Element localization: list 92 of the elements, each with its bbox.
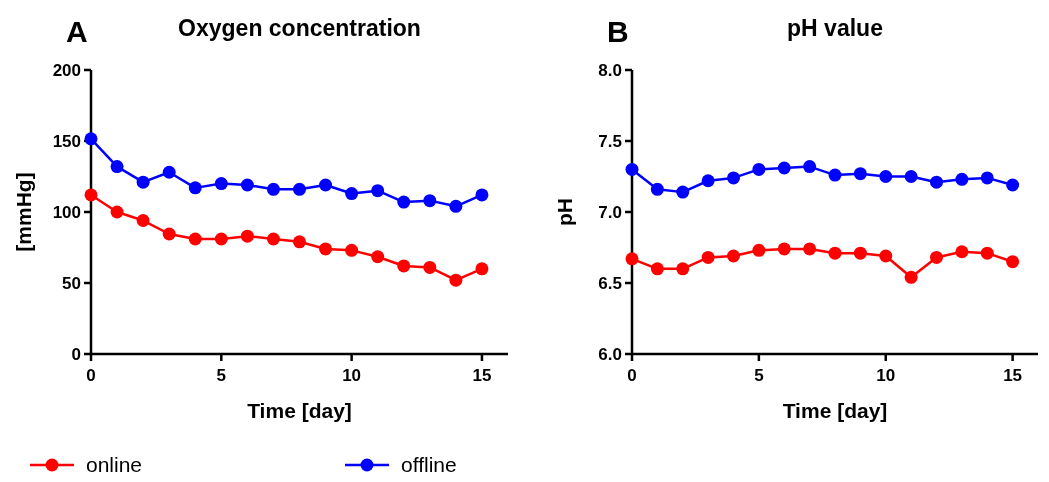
point xyxy=(319,242,333,256)
point xyxy=(397,195,411,209)
point xyxy=(162,227,176,241)
point xyxy=(266,232,280,246)
point xyxy=(423,194,437,208)
point xyxy=(423,260,437,274)
y-axis-title: [mmHg] xyxy=(12,172,35,252)
point xyxy=(828,246,842,260)
y-tick-label: 50 xyxy=(62,273,81,293)
point xyxy=(1006,178,1020,192)
x-tick-label: 0 xyxy=(627,366,637,385)
x-axis-title: Time [day] xyxy=(782,399,888,422)
point xyxy=(110,205,124,219)
point xyxy=(293,182,306,196)
y-tick-label: 150 xyxy=(52,131,81,151)
point xyxy=(319,178,333,192)
point xyxy=(727,171,740,185)
y-tick-label: 7.5 xyxy=(598,131,622,151)
point xyxy=(188,181,202,195)
point xyxy=(777,242,791,256)
y-tick-label: 6.5 xyxy=(598,273,622,293)
y-tick-label: 7.0 xyxy=(598,202,622,222)
point xyxy=(752,243,766,257)
point xyxy=(828,168,842,182)
point xyxy=(625,252,639,266)
y-tick-label: 0 xyxy=(71,344,81,364)
x-tick-label: 15 xyxy=(1003,366,1023,385)
point xyxy=(397,259,411,273)
x-tick-label: 0 xyxy=(86,366,96,385)
y-tick-label: 200 xyxy=(52,60,81,80)
point xyxy=(752,162,766,176)
y-tick-label: 100 xyxy=(52,202,81,222)
point xyxy=(345,187,359,201)
point xyxy=(1006,255,1020,269)
point xyxy=(84,188,98,202)
chart-title: pH value xyxy=(787,15,883,41)
point xyxy=(293,235,306,249)
point xyxy=(980,246,994,260)
point xyxy=(930,250,943,264)
point xyxy=(955,172,969,186)
point xyxy=(110,160,124,174)
point xyxy=(345,243,359,257)
x-tick-label: 15 xyxy=(472,366,492,385)
point xyxy=(214,177,228,191)
legend-label: offline xyxy=(401,453,457,477)
point xyxy=(803,242,817,256)
point xyxy=(240,229,254,243)
point xyxy=(371,184,385,198)
point xyxy=(853,167,867,181)
text: B xyxy=(607,15,629,48)
point xyxy=(84,132,98,146)
point xyxy=(727,249,740,263)
y-tick-label: 6.0 xyxy=(598,344,622,364)
point xyxy=(136,214,150,228)
point xyxy=(803,160,817,174)
x-tick-label: 5 xyxy=(754,366,764,385)
point xyxy=(136,175,150,189)
point xyxy=(904,170,918,183)
point xyxy=(449,273,463,287)
point xyxy=(650,182,664,196)
x-tick-label: 5 xyxy=(216,366,227,385)
point xyxy=(879,170,893,183)
point xyxy=(266,182,280,196)
point xyxy=(371,250,385,264)
point xyxy=(701,250,715,264)
x-tick-label: 10 xyxy=(342,366,362,385)
point xyxy=(955,245,969,259)
point xyxy=(853,246,867,260)
point xyxy=(188,232,202,246)
point xyxy=(879,249,893,263)
point xyxy=(240,178,254,192)
y-tick-label: 8.0 xyxy=(598,60,622,80)
point xyxy=(449,199,463,213)
point xyxy=(475,262,489,276)
chart-title: Oxygen concentration xyxy=(178,15,421,41)
point xyxy=(701,174,715,188)
point xyxy=(904,270,918,284)
point xyxy=(676,262,690,276)
x-tick-label: 10 xyxy=(876,366,896,385)
point xyxy=(650,262,664,276)
point xyxy=(777,161,791,175)
y-axis-title: pH xyxy=(553,198,576,226)
point xyxy=(214,232,228,246)
point xyxy=(475,188,489,202)
x-axis-title: Time [day] xyxy=(247,399,352,422)
point xyxy=(676,185,690,199)
point xyxy=(625,162,639,176)
point xyxy=(162,165,176,179)
legend-label: online xyxy=(86,453,143,477)
point xyxy=(930,175,943,189)
point xyxy=(980,171,994,185)
text: A xyxy=(66,15,88,48)
